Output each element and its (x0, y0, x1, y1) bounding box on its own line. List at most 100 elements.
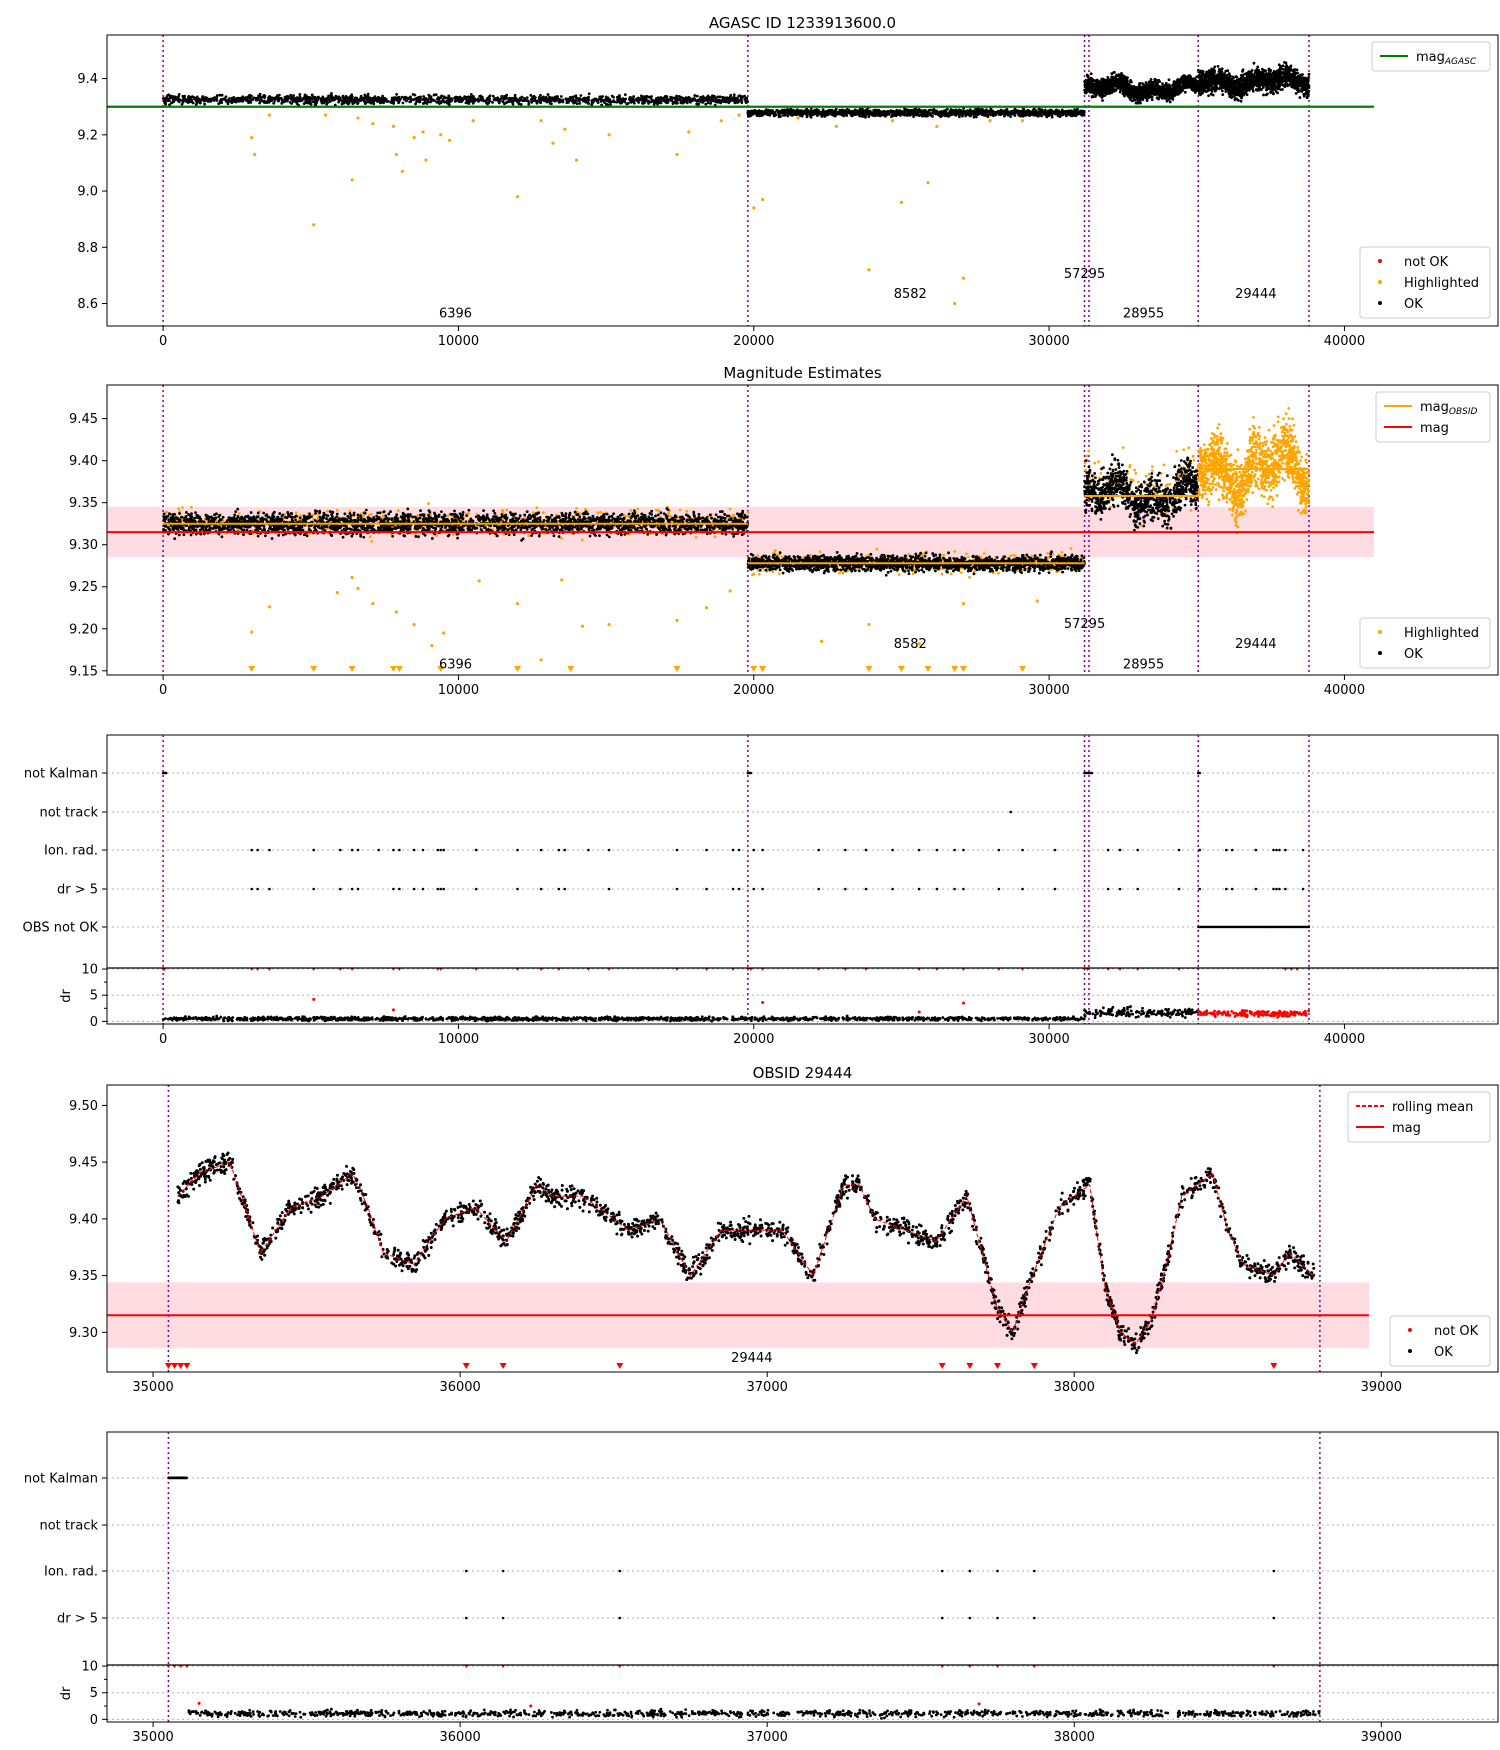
plot-area (107, 735, 1498, 968)
out-of-range-marker (951, 666, 959, 672)
dr-clipped-marker (474, 968, 479, 972)
panel3b-x-tick-label: 10000 (438, 1032, 479, 1047)
out-of-range-marker (389, 666, 397, 672)
ok-points (1083, 453, 1200, 532)
dr-clipped-marker (961, 968, 966, 972)
dr-clipped-marker (464, 1665, 469, 1669)
panel3b-frame (106, 967, 1499, 1025)
dr-point (161, 1014, 1086, 1023)
panel5b-x-tick-label: 35000 (132, 1730, 173, 1745)
dr-clipped-marker (1283, 968, 1288, 972)
dr-clipped-marker (1032, 1665, 1037, 1669)
panel5b-ylabel: dr (59, 1686, 74, 1700)
dr-outlier-point (961, 1001, 965, 1005)
panel2-x-tick-label: 20000 (733, 683, 774, 698)
panel2-legend (1359, 617, 1491, 669)
panel3-category-label: dr > 5 (57, 883, 98, 898)
panel2-title: Magnitude Estimates (723, 364, 881, 382)
dr-clipped-marker (539, 968, 544, 972)
panel4-legend-top-label: rolling mean (1392, 1100, 1473, 1115)
obsid-label: 6396 (439, 307, 472, 322)
panel2-legend-label: OK (1404, 647, 1423, 662)
dr-clipped-marker (816, 968, 821, 972)
panel4-legend-marker (1408, 1328, 1412, 1332)
dr-clipped-marker (748, 968, 753, 972)
out-of-range-marker (1019, 666, 1027, 672)
out-of-range-marker (616, 1363, 624, 1369)
panel1-legend-marker (1378, 301, 1382, 305)
dr-outlier-point (761, 1001, 765, 1005)
dr-clipped-marker (1106, 968, 1111, 972)
dr-clipped-marker (435, 968, 440, 972)
dr-outlier-point (977, 1702, 981, 1706)
panel2-legend-top-label: mag (1420, 421, 1449, 436)
out-of-range-marker (310, 666, 318, 672)
out-of-range-marker (759, 666, 767, 672)
panel4-x-tick-label: 36000 (439, 1380, 480, 1395)
flag-point (1009, 810, 1013, 814)
panel5b-frame (106, 1664, 1499, 1723)
dr-clipped-marker (1289, 968, 1294, 972)
panel2-legend-label: Highlighted (1404, 626, 1479, 641)
obsid-label: 8582 (894, 637, 927, 652)
dr-clipped-marker (843, 968, 848, 972)
dr-clipped-marker (1177, 968, 1181, 972)
panel3b-y-tick-label: 0 (90, 1015, 98, 1030)
out-of-range-marker (966, 1363, 974, 1369)
panel1-legend-label: not OK (1404, 255, 1449, 270)
dr-clipped-marker (917, 968, 922, 972)
out-of-range-marker (938, 1363, 946, 1369)
panel1-x-tick-label: 40000 (1324, 334, 1365, 349)
panel1-legend (1359, 246, 1491, 319)
obsid-label: 57295 (1064, 267, 1105, 282)
panel3-category-label: not Kalman (24, 767, 98, 782)
out-of-range-marker (673, 666, 681, 672)
rolling-mean-line (177, 1161, 1315, 1345)
out-of-range-marker (897, 666, 905, 672)
panel2-y-tick-label: 9.40 (69, 454, 98, 469)
dr-outlier-point (312, 997, 316, 1001)
panel3-category-label: not track (39, 806, 98, 821)
dr-clipped-marker (995, 1665, 1000, 1669)
flag-point (167, 1476, 189, 1480)
panel2-y-tick-label: 9.15 (69, 664, 98, 679)
panel3b-x-tick-label: 0 (159, 1032, 167, 1047)
dr-clipped-marker (1295, 968, 1300, 972)
panel3-category-label: OBS not OK (23, 921, 99, 936)
panel3b-x-tick-label: 40000 (1324, 1032, 1365, 1047)
dr-clipped-marker (1118, 968, 1122, 972)
out-of-range-marker (164, 1363, 172, 1369)
ok-points (1083, 70, 1200, 105)
dr-point (1196, 1008, 1310, 1019)
panel3b-y-tick-label: 5 (90, 989, 98, 1004)
panel5b-x-tick-label: 36000 (439, 1730, 480, 1745)
panel5b-x-tick-label: 39000 (1361, 1730, 1402, 1745)
out-of-range-marker (750, 666, 758, 672)
plot-area: 6396 8582 57295 28955 29444 (107, 385, 1374, 675)
panel5-category-label: not track (39, 1519, 98, 1534)
panel4-x-tick-label: 38000 (1054, 1380, 1095, 1395)
highlighted-points (250, 113, 1025, 306)
dr-clipped-marker (172, 1665, 177, 1669)
panel4-frame (106, 1084, 1499, 1373)
panel4-y-tick-label: 9.45 (69, 1156, 98, 1171)
panel5b-x-tick-label: 37000 (747, 1730, 788, 1745)
dr-clipped-marker (515, 968, 520, 972)
out-of-range-marker (924, 666, 932, 672)
panel2-y-tick-label: 9.20 (69, 622, 98, 637)
ok-points (161, 92, 749, 107)
ok-points (1196, 61, 1311, 103)
flag-point (250, 848, 1305, 852)
panel2-x-tick-label: 0 (159, 683, 167, 698)
highlighted-points (1196, 406, 1311, 535)
obsid-label: 6396 (439, 657, 472, 672)
ok-points (746, 106, 1086, 119)
dr-clipped-marker (1135, 968, 1140, 972)
dr-clipped-marker (704, 968, 709, 972)
dr-clipped-marker (1085, 968, 1090, 972)
dr-clipped-marker (438, 968, 443, 972)
dr-clipped-marker (184, 1665, 189, 1669)
dr-clipped-marker (1082, 968, 1087, 972)
dr-clipped-marker (1271, 1665, 1276, 1669)
dr-outlier-point (197, 1701, 201, 1705)
